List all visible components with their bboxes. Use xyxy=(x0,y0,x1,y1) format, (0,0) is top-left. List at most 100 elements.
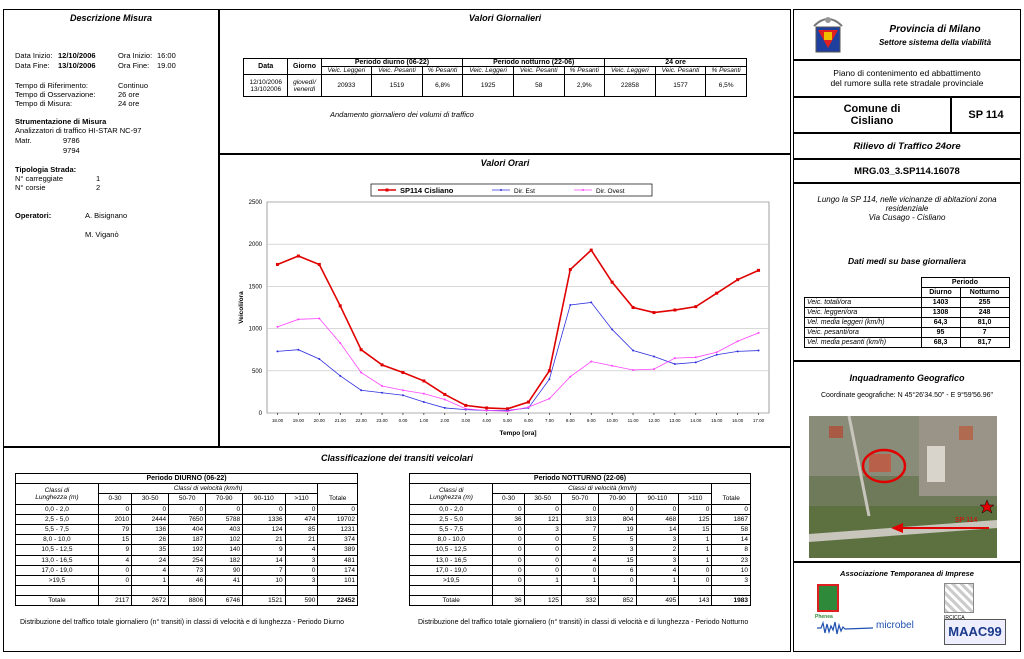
row-label: >19,5 xyxy=(408,574,494,587)
cell: 0 xyxy=(492,564,525,576)
medi-diurno: 1403 xyxy=(920,297,962,308)
comune-box: Comune di Cisliano xyxy=(793,97,951,133)
data-point xyxy=(548,397,551,400)
data-fine: 13/10/2006 xyxy=(58,61,96,70)
settore: Settore sistema della viabilità xyxy=(878,38,992,47)
imprese-title: Associazione Temporanea di Imprese xyxy=(840,569,974,578)
table-row: Vel. media leggeri (km/h) 64,3 81,0 xyxy=(804,317,1010,328)
y-tick-label: 0 xyxy=(259,411,263,417)
table-row: 13,0 - 16,5 0 0 4 15 3 1 23 xyxy=(408,554,751,566)
table-row: >19,5 0 1 46 41 10 3 101 xyxy=(15,574,358,587)
data-point xyxy=(589,248,593,252)
data-point xyxy=(275,262,279,266)
row-label: 0,0 - 2,0 xyxy=(15,503,99,515)
giornalieri-caption: Andamento giornaliero dei volumi di traf… xyxy=(330,110,474,119)
blank xyxy=(805,288,922,298)
diurno-title: Periodo DIURNO (06-22) xyxy=(15,472,358,485)
col-header: 90-110 xyxy=(635,493,680,505)
spacer xyxy=(15,585,99,597)
y-tick-label: 2500 xyxy=(249,200,263,206)
codice-box: MRG.03_3.SP114.16078 xyxy=(793,159,1021,183)
legend-label: SP114 Cisliano xyxy=(400,186,454,195)
cell: 313 xyxy=(560,513,600,525)
data-point xyxy=(422,379,426,383)
total-cell: 590 xyxy=(284,595,319,607)
total-cell: 1983 xyxy=(711,595,751,607)
medi-notturno: 248 xyxy=(960,307,1010,318)
g-giorno: giovedì/venerdì xyxy=(287,74,322,97)
cell: 0 xyxy=(560,564,600,576)
total-label: Totale xyxy=(15,595,99,607)
col-header: >110 xyxy=(678,493,713,505)
ora-inizio: 16:00 xyxy=(157,51,176,60)
cell: 0 xyxy=(492,544,525,556)
cell: 4 xyxy=(131,564,170,576)
cell: 19702 xyxy=(317,513,358,525)
vel-header: Classi di velocità (km/h) xyxy=(492,483,713,495)
len-header: Classi di Lunghezza (m) xyxy=(15,483,99,505)
cell: 0 xyxy=(492,574,525,587)
comune-line2: Cisliano xyxy=(850,115,894,127)
data-point xyxy=(757,268,761,272)
cell: 26 xyxy=(131,534,170,546)
medi-table: Periodo Diurno Notturno Veic. totali/ora 140… xyxy=(804,277,1011,348)
microbel-wave-icon xyxy=(817,621,873,635)
data-inizio-label: Data Inizio: xyxy=(15,51,53,60)
g-date1: 12/10/2006 xyxy=(249,78,282,86)
carreggiate-label: N° carreggiate xyxy=(15,174,64,183)
cell: 403 xyxy=(205,523,244,536)
data-point xyxy=(339,374,342,377)
cell: 0 xyxy=(317,503,358,515)
strum: Analizzatori di traffico HI-STAR NC-97 xyxy=(15,126,142,135)
g-giorno2: venerdì xyxy=(293,85,316,93)
g-giorno1: giovedì/ xyxy=(293,78,316,86)
x-tick-label: 2.00 xyxy=(440,418,449,423)
data-point xyxy=(339,341,342,344)
blank-cell xyxy=(317,483,358,494)
descrizione-sito-panel: Lungo la SP 114, nelle vicinanze di abit… xyxy=(793,183,1021,361)
col-header: 30-50 xyxy=(131,493,170,505)
data-point xyxy=(632,349,635,352)
g-val: 58 xyxy=(512,74,565,97)
g-sub-header: Veic. Pesanti xyxy=(512,66,565,75)
data-point xyxy=(569,375,572,378)
cell: 36 xyxy=(492,513,525,525)
data-point xyxy=(360,371,363,374)
table-row: 13,0 - 16,5 4 24 254 182 14 3 481 xyxy=(15,554,358,566)
total-label: Totale xyxy=(408,595,494,607)
x-tick-label: 20.00 xyxy=(314,418,326,423)
g-date: 12/10/2006 13/102006 xyxy=(242,74,289,97)
data-point xyxy=(296,254,300,258)
h-notturno: Periodo notturno (22-06) xyxy=(462,58,606,67)
tempo-mis: 24 ore xyxy=(118,99,140,108)
medi-notturno: 81,7 xyxy=(960,337,1010,348)
cell: 41 xyxy=(205,574,244,587)
tempo-oss-label: Tempo di Osservazione: xyxy=(15,90,96,99)
cell: 0 xyxy=(97,503,133,515)
tempo-oss: 26 ore xyxy=(118,90,140,99)
codice: MRG.03_3.SP114.16078 xyxy=(854,166,960,177)
notturno-title: Periodo NOTTURNO (22-06) xyxy=(409,472,751,485)
table-row: 10,5 - 12,5 0 0 2 3 2 1 8 xyxy=(408,544,751,556)
cell: 15 xyxy=(678,523,713,536)
data-point xyxy=(401,389,404,392)
piano-line2: del rumore sulla rete stradale provincia… xyxy=(830,78,984,88)
y-tick-label: 500 xyxy=(252,369,263,375)
data-point xyxy=(631,306,635,309)
y-tick-label: 2000 xyxy=(249,242,263,248)
data-point xyxy=(673,308,677,312)
cell: 0 xyxy=(560,503,600,515)
data-point xyxy=(443,398,446,401)
cell: 182 xyxy=(205,554,244,566)
descrizione-title: Descrizione Misura xyxy=(69,13,153,23)
data-point xyxy=(548,378,551,381)
cell: 3 xyxy=(523,523,562,536)
col-header: >110 xyxy=(284,493,319,505)
cell: 804 xyxy=(598,513,637,525)
medi-label: Veic. totali/ora xyxy=(804,297,922,308)
cell: 14 xyxy=(242,554,286,566)
microbel-label: microbel xyxy=(876,620,914,631)
cell: 5788 xyxy=(205,513,244,525)
row-label: 5,5 - 7,5 xyxy=(408,523,494,536)
x-tick-label: 12.00 xyxy=(648,418,660,423)
